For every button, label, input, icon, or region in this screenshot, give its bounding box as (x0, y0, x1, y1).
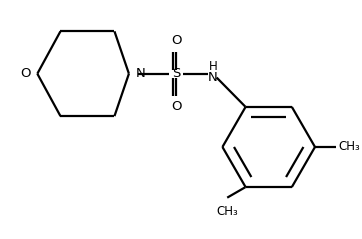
Text: N: N (208, 71, 218, 84)
Text: O: O (171, 100, 181, 113)
Text: S: S (172, 67, 180, 80)
Text: O: O (20, 67, 30, 80)
Text: CH₃: CH₃ (216, 205, 238, 218)
Text: CH₃: CH₃ (338, 141, 360, 153)
Text: H: H (209, 60, 217, 73)
Text: O: O (171, 34, 181, 47)
Text: N: N (136, 67, 146, 80)
